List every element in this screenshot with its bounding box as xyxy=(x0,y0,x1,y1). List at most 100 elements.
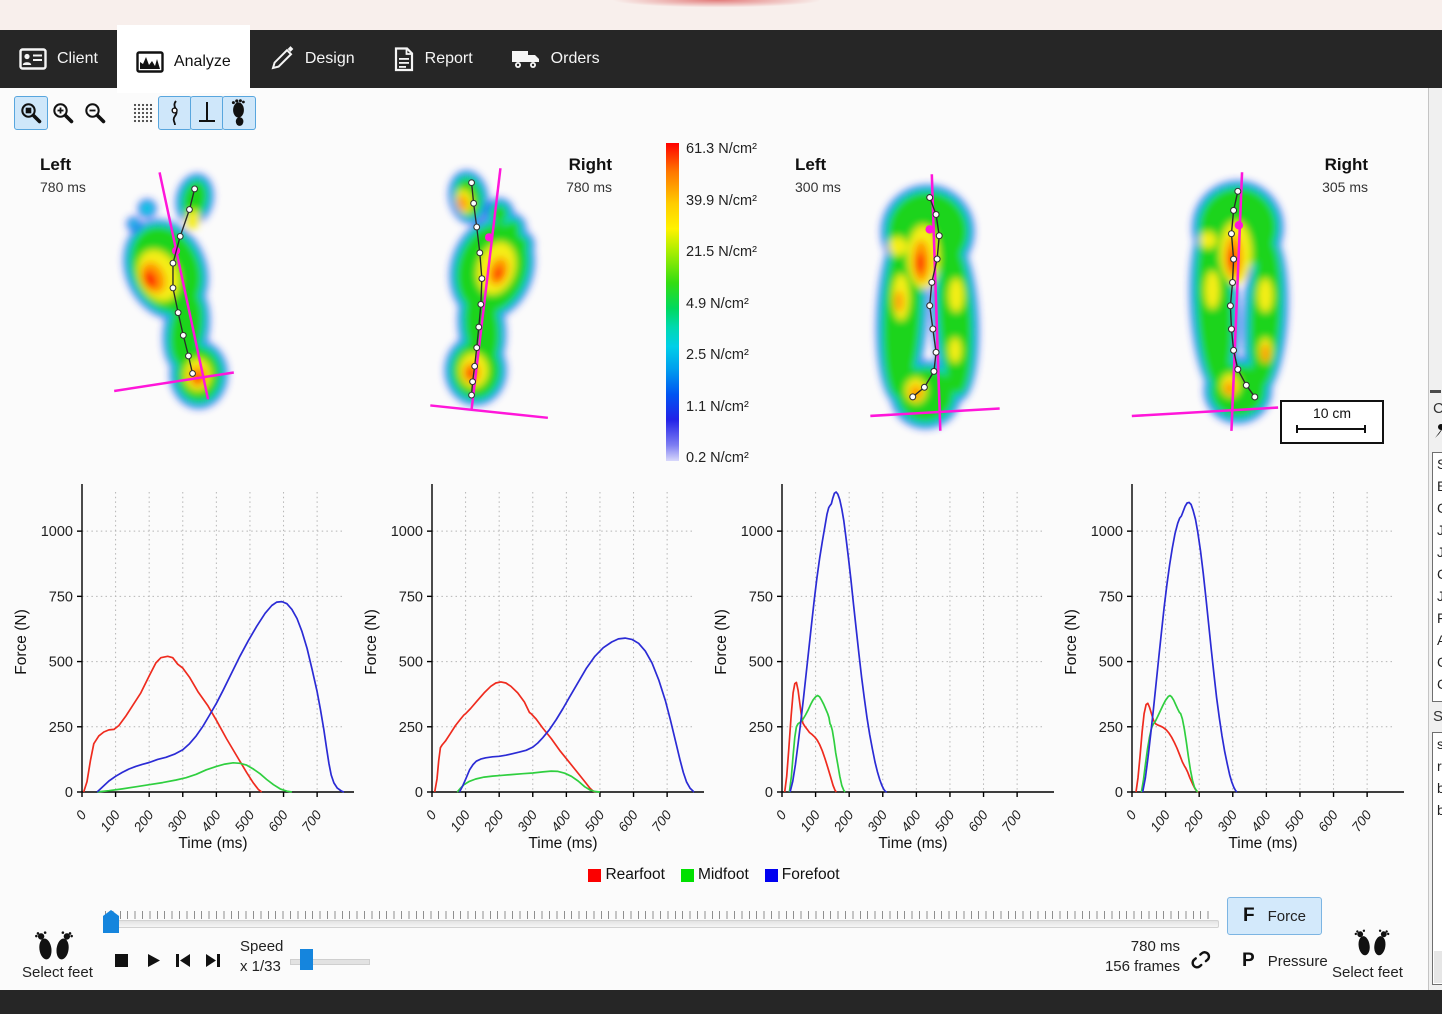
svg-text:250: 250 xyxy=(749,720,773,736)
force-time-chart-left-static: 0 250 500 750 1000 0 100 200 300 400 500 600 700 Time… xyxy=(713,484,1054,852)
svg-text:250: 250 xyxy=(399,720,423,736)
force-button-label: Force xyxy=(1267,907,1306,925)
pressure-color-scale xyxy=(666,143,679,461)
side-panel-listbox-footer xyxy=(1434,951,1442,983)
tab-report[interactable]: Report xyxy=(374,30,492,88)
tab-orders[interactable]: Orders xyxy=(492,30,619,88)
svg-text:500: 500 xyxy=(749,655,773,671)
timeline-handle[interactable] xyxy=(103,910,119,933)
zoom-in-button[interactable] xyxy=(46,96,80,130)
color-scale-label: 0.2 N/cm² xyxy=(686,450,749,466)
foot-axis-line xyxy=(470,168,502,410)
footmap-1-time: 780 ms xyxy=(40,179,86,195)
skip-to-end-button[interactable] xyxy=(202,949,224,971)
svg-text:100: 100 xyxy=(797,807,823,834)
link-sync-icon[interactable] xyxy=(1190,948,1212,972)
svg-text:0: 0 xyxy=(415,785,423,801)
side-panel-list-item[interactable]: A xyxy=(1437,632,1442,648)
svg-text:600: 600 xyxy=(1315,807,1341,834)
gait-line-toggle-button[interactable] xyxy=(158,96,192,130)
footmap-3-time: 300 ms xyxy=(795,179,841,195)
svg-text:700: 700 xyxy=(649,807,675,834)
side-panel-list-item[interactable]: b xyxy=(1437,802,1442,818)
tab-analyze-label: Analyze xyxy=(173,52,231,70)
side-panel-divider xyxy=(1430,390,1441,393)
y-axis-label: Force (N) xyxy=(13,609,30,674)
side-panel-list-item[interactable]: F xyxy=(1437,610,1442,626)
color-scale-label: 1.1 N/cm² xyxy=(686,398,749,415)
pressure-view-button[interactable]: P Pressure xyxy=(1227,942,1328,980)
speed-slider-handle[interactable] xyxy=(300,949,313,970)
legend-label: Rearfoot xyxy=(605,866,665,883)
footmap-2-header: Right 780 ms xyxy=(500,155,612,195)
foot-pressure-map-right-dynamic xyxy=(430,168,549,420)
side-panel-list-item[interactable]: C xyxy=(1433,497,1442,519)
side-panel-list-item[interactable]: J xyxy=(1437,588,1442,604)
svg-text:1000: 1000 xyxy=(391,524,423,540)
force-view-button[interactable]: F Force xyxy=(1227,897,1322,935)
chart-grid xyxy=(82,492,344,792)
side-panel-listbox-1[interactable]: SECJJCJFACC xyxy=(1432,452,1442,702)
side-panel-list-item[interactable]: s xyxy=(1437,736,1442,752)
tab-client[interactable]: Client xyxy=(0,30,117,88)
gait-line-icon xyxy=(171,100,178,126)
svg-text:500: 500 xyxy=(582,807,608,834)
frame-count-value: 156 frames xyxy=(1104,958,1180,975)
chart-axes: 0 250 500 750 1000 0 100 200 300 400 500 600 700 Time… xyxy=(363,484,704,852)
side-panel-list-item[interactable]: J xyxy=(1437,522,1442,538)
orders-truck-icon xyxy=(511,51,539,68)
side-panel-list-item[interactable]: J xyxy=(1437,544,1442,560)
svg-text:0: 0 xyxy=(65,785,73,801)
svg-text:0: 0 xyxy=(423,807,440,823)
tab-design[interactable]: Design xyxy=(250,30,374,88)
legend-label: Forefoot xyxy=(781,866,840,883)
speed-label: Speed xyxy=(240,938,284,955)
footmap-4-time: 305 ms xyxy=(1322,179,1368,195)
foot-axis-line xyxy=(930,174,942,431)
axis-marker-dot xyxy=(1234,221,1244,230)
timeline-track[interactable] xyxy=(104,920,1219,928)
window-bottom-strip xyxy=(0,990,1442,1014)
svg-text:500: 500 xyxy=(1282,807,1308,834)
side-panel-list-item[interactable]: C xyxy=(1433,673,1442,695)
timeline-tick-marks xyxy=(105,911,1215,919)
zoom-fit-button[interactable] xyxy=(14,96,48,130)
svg-text:500: 500 xyxy=(49,655,73,671)
zoom-fit-icon xyxy=(21,103,42,124)
footmap-4-side: Right xyxy=(1324,155,1368,174)
legend-item-rearfoot: Rearfoot xyxy=(588,866,665,884)
select-feet-left-icon[interactable] xyxy=(30,928,78,964)
side-panel-list-item[interactable]: b xyxy=(1437,780,1442,796)
x-axis-label: Time (ms) xyxy=(1228,835,1297,852)
side-panel-list-item[interactable]: C xyxy=(1433,651,1442,673)
grid-toggle-button[interactable] xyxy=(126,96,160,130)
side-panel-list-item[interactable]: S xyxy=(1437,456,1442,472)
select-feet-right-icon[interactable] xyxy=(1350,926,1394,960)
legend-swatch xyxy=(680,868,694,882)
skip-to-start-button[interactable] xyxy=(172,949,194,971)
color-scale-label: 39.9 N/cm² xyxy=(686,192,757,209)
side-panel-list-item[interactable]: C xyxy=(1433,563,1442,585)
side-panel-list-item[interactable]: r xyxy=(1437,758,1442,774)
scale-reference-box: 10 cm xyxy=(1280,400,1384,444)
play-icon xyxy=(147,953,160,967)
heel-axis-toggle-button[interactable] xyxy=(190,96,224,130)
forefoot-series xyxy=(96,600,345,793)
chart-legend: Rearfoot Midfoot Forefoot xyxy=(0,866,1428,884)
grid-icon xyxy=(133,103,153,123)
select-feet-left-label[interactable]: Select feet xyxy=(22,964,93,981)
side-panel-list-item[interactable]: E xyxy=(1437,478,1442,494)
svg-text:500: 500 xyxy=(399,655,423,671)
footprint-toggle-button[interactable] xyxy=(222,96,256,130)
zoom-out-button[interactable] xyxy=(78,96,112,130)
footmap-3-side: Left xyxy=(795,155,827,174)
speed-slider-track[interactable] xyxy=(290,959,370,965)
footmap-1-header: Left 780 ms xyxy=(40,155,86,195)
stop-button[interactable] xyxy=(110,949,132,971)
select-feet-right-label[interactable]: Select feet xyxy=(1332,964,1403,981)
tab-analyze[interactable]: Analyze xyxy=(116,25,250,93)
play-button[interactable] xyxy=(142,949,164,971)
svg-text:200: 200 xyxy=(1180,807,1207,835)
